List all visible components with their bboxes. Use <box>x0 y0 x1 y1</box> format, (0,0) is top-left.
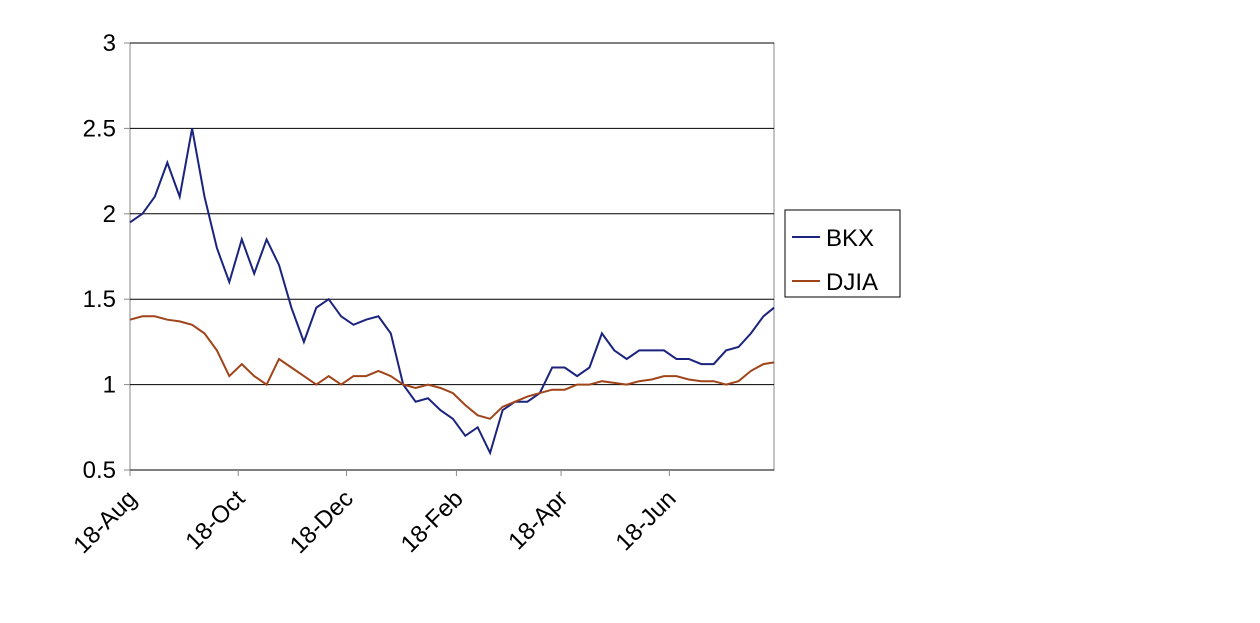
series-line <box>129 315 775 420</box>
y-tick-label: 0.5 <box>83 457 116 484</box>
legend-label: DJIA <box>826 269 878 296</box>
x-tick-label: 18-Jun <box>611 485 682 556</box>
legend <box>784 209 901 298</box>
x-tick-label: 18-Oct <box>180 485 250 555</box>
legend-label: BKX <box>826 225 874 252</box>
y-tick-label: 1.5 <box>83 286 116 313</box>
x-tick-label: 18-Aug <box>68 485 142 559</box>
series-line <box>129 128 775 456</box>
x-tick-label: 18-Dec <box>285 485 359 559</box>
y-tick-label: 3 <box>103 30 116 57</box>
plot-area <box>129 42 775 471</box>
y-tick-label: 1 <box>103 372 116 399</box>
y-tick-label: 2 <box>103 201 116 228</box>
x-tick-label: 18-Feb <box>396 485 469 558</box>
x-tick-label: 18-Apr <box>503 485 573 555</box>
y-tick-label: 2.5 <box>83 115 116 142</box>
